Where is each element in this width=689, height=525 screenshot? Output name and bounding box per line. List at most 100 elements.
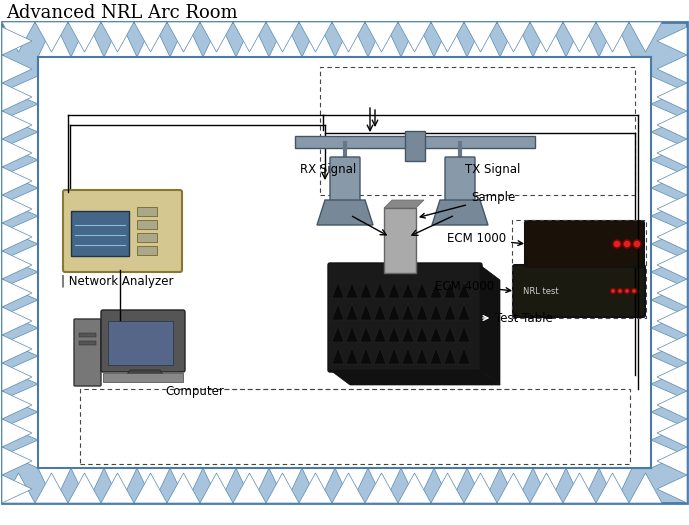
Polygon shape	[458, 282, 470, 298]
Polygon shape	[651, 104, 683, 132]
Bar	[79, 341, 96, 345]
Polygon shape	[458, 348, 470, 364]
Bar	[71, 211, 129, 256]
Polygon shape	[6, 104, 38, 132]
Polygon shape	[657, 223, 687, 251]
Polygon shape	[6, 216, 38, 244]
Polygon shape	[563, 473, 596, 503]
Polygon shape	[236, 22, 269, 57]
Polygon shape	[2, 27, 32, 55]
Polygon shape	[6, 244, 38, 272]
Polygon shape	[368, 22, 401, 57]
Bar	[103, 373, 183, 382]
Polygon shape	[317, 200, 373, 225]
Text: ECM 1000: ECM 1000	[447, 233, 523, 246]
Polygon shape	[384, 200, 424, 208]
Polygon shape	[332, 326, 344, 342]
FancyBboxPatch shape	[101, 310, 185, 372]
Polygon shape	[657, 167, 687, 195]
Polygon shape	[302, 468, 335, 503]
Polygon shape	[458, 304, 470, 320]
Polygon shape	[68, 473, 101, 503]
Polygon shape	[203, 22, 236, 57]
Bar	[137, 246, 157, 255]
Polygon shape	[563, 22, 596, 52]
Polygon shape	[104, 22, 137, 57]
Polygon shape	[360, 282, 372, 298]
Polygon shape	[6, 160, 38, 188]
Polygon shape	[346, 282, 358, 298]
Text: Advanced NRL Arc Room: Advanced NRL Arc Room	[6, 4, 238, 22]
Polygon shape	[332, 22, 365, 52]
Polygon shape	[657, 279, 687, 307]
Polygon shape	[346, 304, 358, 320]
Polygon shape	[360, 326, 372, 342]
Polygon shape	[299, 22, 332, 52]
Polygon shape	[599, 22, 632, 57]
Polygon shape	[388, 304, 400, 320]
Polygon shape	[2, 473, 35, 503]
Polygon shape	[365, 473, 398, 503]
Polygon shape	[500, 468, 533, 503]
Polygon shape	[2, 391, 32, 419]
Polygon shape	[651, 356, 683, 384]
Polygon shape	[6, 300, 38, 328]
Polygon shape	[269, 468, 302, 503]
Bar	[384, 208, 416, 273]
Polygon shape	[416, 348, 428, 364]
Polygon shape	[651, 244, 683, 272]
Polygon shape	[374, 348, 386, 364]
Polygon shape	[657, 83, 687, 111]
Polygon shape	[2, 447, 32, 475]
Circle shape	[624, 289, 630, 293]
FancyBboxPatch shape	[330, 157, 360, 201]
Polygon shape	[651, 384, 683, 412]
Bar	[137, 220, 157, 229]
Polygon shape	[431, 22, 464, 52]
Polygon shape	[335, 22, 368, 57]
Polygon shape	[530, 473, 563, 503]
Polygon shape	[434, 22, 467, 57]
Circle shape	[623, 240, 631, 248]
FancyBboxPatch shape	[445, 157, 475, 201]
Polygon shape	[330, 370, 500, 385]
Bar	[38, 57, 651, 468]
Polygon shape	[6, 356, 38, 384]
Polygon shape	[167, 473, 200, 503]
Polygon shape	[299, 473, 332, 503]
Polygon shape	[444, 326, 456, 342]
Polygon shape	[497, 473, 530, 503]
Polygon shape	[657, 111, 687, 139]
Polygon shape	[6, 188, 38, 216]
Bar	[38, 57, 651, 468]
Polygon shape	[657, 307, 687, 335]
Bar	[405, 131, 425, 161]
Polygon shape	[467, 468, 500, 503]
Polygon shape	[566, 22, 599, 57]
Circle shape	[613, 240, 621, 248]
Polygon shape	[464, 473, 497, 503]
Polygon shape	[332, 282, 344, 298]
Polygon shape	[432, 200, 488, 225]
Polygon shape	[6, 384, 38, 412]
Polygon shape	[71, 468, 104, 503]
Polygon shape	[657, 391, 687, 419]
Polygon shape	[2, 251, 32, 279]
Polygon shape	[599, 468, 632, 503]
FancyBboxPatch shape	[525, 221, 644, 267]
Polygon shape	[402, 282, 414, 298]
Bar	[108, 321, 173, 365]
Polygon shape	[2, 335, 32, 363]
Text: Test Table: Test Table	[483, 311, 553, 324]
Polygon shape	[360, 304, 372, 320]
Polygon shape	[402, 304, 414, 320]
Text: RX Signal: RX Signal	[300, 163, 356, 176]
Polygon shape	[6, 412, 38, 440]
Polygon shape	[533, 22, 566, 57]
Bar	[137, 207, 157, 216]
Polygon shape	[651, 76, 683, 104]
Polygon shape	[2, 195, 32, 223]
Polygon shape	[444, 282, 456, 298]
Polygon shape	[530, 22, 563, 52]
Polygon shape	[500, 22, 533, 57]
